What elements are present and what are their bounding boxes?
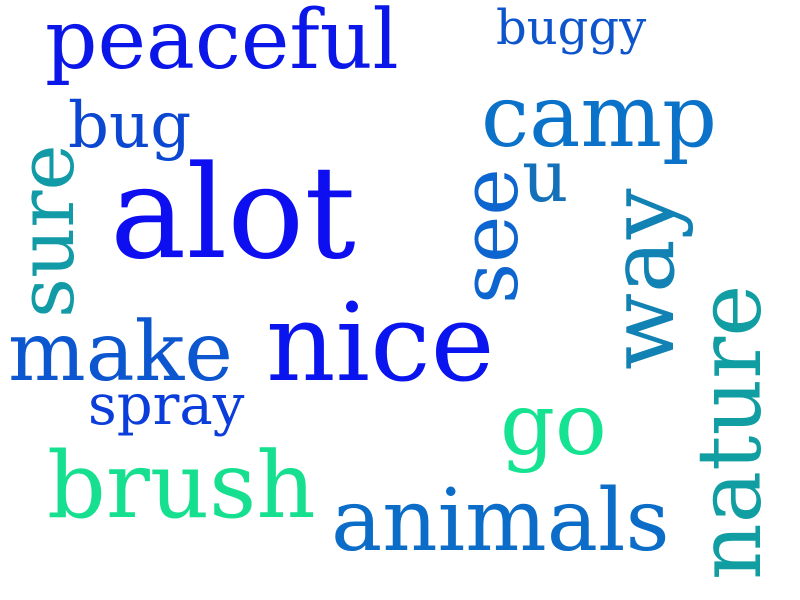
word-alot: alot: [110, 139, 356, 288]
word-go: go: [500, 375, 607, 475]
word-bug: bug: [68, 89, 192, 163]
word-nice: nice: [266, 281, 495, 406]
word-animals: animals: [331, 471, 670, 571]
word-nature: nature: [678, 284, 781, 580]
word-peaceful: peaceful: [45, 0, 399, 88]
word-camp: camp: [481, 67, 718, 167]
word-make: make: [8, 305, 233, 400]
word-spray: spray: [88, 373, 245, 438]
word-sure: sure: [2, 144, 92, 318]
word-way: way: [590, 188, 695, 370]
word-buggy: buggy: [496, 0, 647, 56]
word-u: u: [522, 134, 569, 218]
word-brush: brush: [47, 432, 316, 539]
